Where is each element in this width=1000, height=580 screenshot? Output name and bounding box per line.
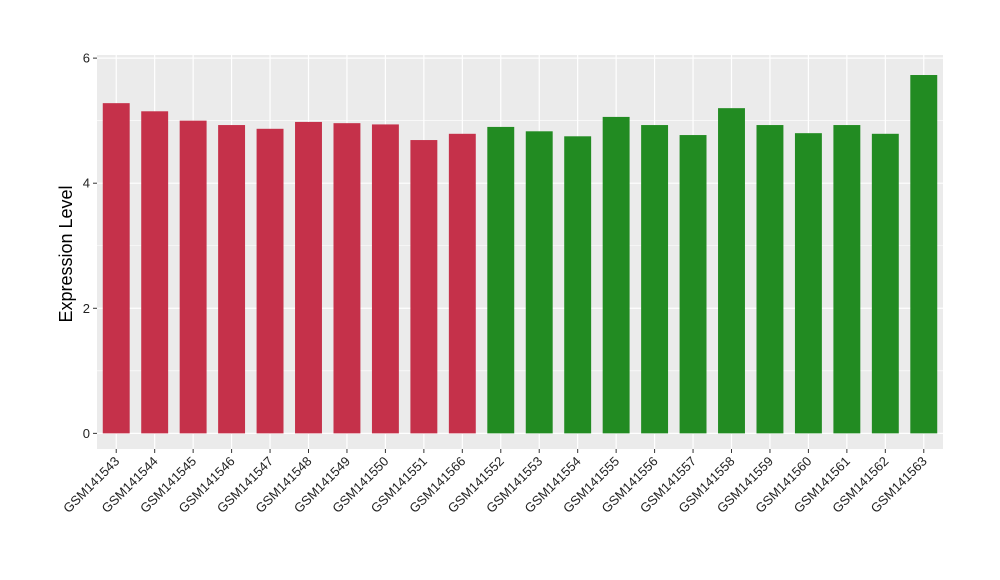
y-tick-label: 6: [83, 51, 90, 66]
bar-GSM141555: [602, 116, 630, 434]
bar-GSM141554: [564, 136, 592, 434]
bar-GSM141559: [756, 125, 784, 434]
bar-GSM141563: [910, 75, 938, 434]
bar-GSM141549: [333, 123, 361, 434]
y-tick-label: 4: [83, 176, 90, 191]
bar-GSM141550: [371, 124, 399, 434]
bar-GSM141556: [641, 125, 669, 434]
bar-GSM141560: [794, 133, 822, 434]
y-tick-label: 0: [83, 426, 90, 441]
bar-GSM141566: [448, 133, 476, 434]
bar-GSM141557: [679, 135, 707, 434]
bar-GSM141546: [218, 125, 246, 434]
bar-GSM141552: [487, 126, 515, 434]
y-tick-label: 2: [83, 301, 90, 316]
bar-GSM141543: [102, 103, 130, 434]
bar-GSM141547: [256, 128, 284, 434]
x-axis: GSM141543GSM141544GSM141545GSM141546GSM1…: [60, 449, 930, 516]
bars: [102, 75, 938, 434]
bar-GSM141551: [410, 140, 438, 434]
y-axis: 0 2 4 6: [83, 51, 97, 441]
bar-GSM141544: [141, 111, 169, 434]
bar-GSM141548: [295, 121, 322, 434]
y-axis-title: Expression Level: [56, 185, 76, 322]
bar-GSM141553: [525, 131, 553, 434]
bar-GSM141558: [718, 108, 745, 434]
bar-GSM141562: [871, 133, 899, 434]
bar-GSM141545: [179, 120, 207, 434]
bar-GSM141561: [833, 125, 861, 434]
